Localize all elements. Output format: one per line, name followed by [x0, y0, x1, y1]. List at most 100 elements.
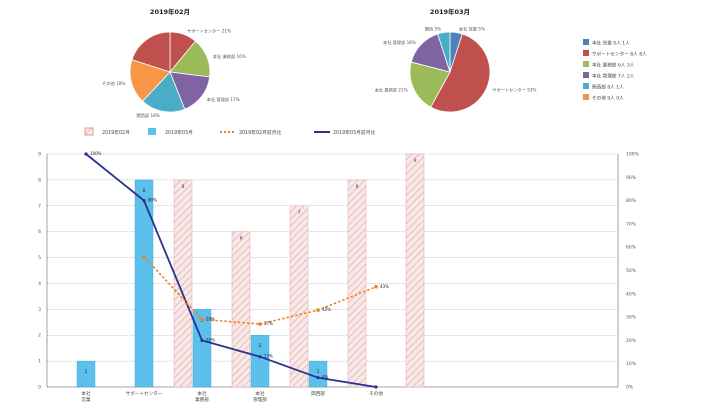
pie-slice [142, 71, 186, 113]
pie-slice-label: その他 18% [102, 80, 125, 87]
line-point [374, 285, 378, 289]
legend-label: 本社 営業 0人 1人 [592, 40, 630, 47]
bar-2019-02 [405, 153, 425, 388]
bar-label: 8 [182, 184, 185, 190]
pie-slice-label: 本社 業務部 16% [213, 53, 246, 60]
legend-swatch [148, 128, 156, 135]
bar-2019-03 [76, 360, 96, 388]
y-tick-label: 2 [38, 333, 41, 339]
bar-label: 6 [240, 236, 243, 242]
legend-swatch [583, 72, 589, 78]
y-tick-label: 8 [38, 177, 41, 183]
line-point [316, 376, 320, 380]
bar-2019-02 [347, 179, 367, 388]
line-label: 29% [206, 316, 215, 321]
y2-tick-label: 40% [626, 291, 637, 297]
bar-2019-03 [134, 179, 154, 388]
legend-label: 2019年02月 [102, 129, 130, 136]
line-point [142, 254, 146, 259]
x-tick-label: サポートセンター [126, 390, 163, 397]
line-label: 27% [264, 321, 273, 326]
y2-tick-label: 100% [626, 152, 640, 158]
line-point [200, 317, 204, 322]
line-point [316, 308, 320, 312]
y-tick-label: 6 [38, 229, 41, 235]
line-point [142, 199, 146, 203]
y2-tick-label: 10% [626, 361, 637, 367]
y2-tick-label: 70% [626, 221, 637, 227]
legend-label: サポートセンター 8人 8人 [592, 51, 647, 58]
y2-tick-label: 90% [626, 175, 637, 181]
bar-label: 1 [85, 369, 88, 375]
pie-slice-label: サポートセンター 21% [187, 28, 231, 35]
legend-label: 本社 管理部 7人 2人 [592, 73, 635, 80]
line-2019-03-ratio [85, 153, 377, 388]
legend-swatch [583, 94, 589, 100]
line-label: 100% [90, 151, 102, 156]
line-point [258, 355, 262, 359]
x-tick-label: 業務部 [195, 396, 209, 403]
line-point [84, 152, 88, 156]
bar-label: 8 [356, 184, 359, 190]
pie-slice-label: サポートセンター 53% [492, 86, 536, 93]
bar-2019-02 [289, 205, 309, 388]
bar-label: 2 [259, 343, 262, 349]
line-point [200, 338, 204, 342]
legend-label: 関西部 8人 1人 [592, 84, 624, 91]
bar-2019-03 [250, 335, 270, 388]
line-label: 43% [380, 284, 389, 289]
y-tick-label: 7 [38, 203, 41, 209]
bar-label: 1 [317, 369, 320, 375]
line-label: 13% [264, 354, 273, 359]
y2-tick-label: 30% [626, 315, 637, 321]
legend-label: 2019年02月前月比 [239, 129, 281, 136]
pie-slice-label: 本社 管理部 16% [383, 39, 416, 46]
line-label: 4% [322, 375, 329, 380]
pie-slice-label: 関西 5% [425, 27, 441, 33]
bar-label: 9 [414, 158, 417, 164]
line-label: 33% [322, 307, 331, 312]
x-tick-label: 本社 [255, 390, 265, 397]
legend-swatch [583, 83, 589, 89]
y-tick-label: 5 [38, 255, 41, 261]
x-tick-label: 関西部 [311, 390, 325, 397]
bar-2019-02 [173, 179, 193, 388]
x-tick-label: 管理部 [253, 396, 267, 403]
legend-label: 2019年03月前月比 [333, 129, 375, 136]
x-tick-label: 本社 [197, 390, 207, 397]
bar-label: 7 [298, 210, 301, 216]
bar-2019-02 [231, 231, 251, 388]
legend-label: その他 9人 0人 [592, 95, 624, 102]
pie-slice [131, 31, 171, 73]
pie-slice [430, 33, 491, 113]
y2-tick-label: 80% [626, 198, 637, 204]
y2-tick-label: 50% [626, 268, 637, 274]
legend-swatch [84, 127, 94, 136]
legend-swatch [583, 61, 589, 67]
pie-slice-label: 本社 営業 5% [459, 26, 485, 33]
x-tick-label: その他 [369, 390, 383, 397]
y-tick-label: 9 [38, 152, 41, 158]
pie-slice-label: 関西部 18% [137, 112, 160, 119]
pie-slice-label: 本社 業務部 21% [375, 86, 408, 93]
y-tick-label: 1 [38, 359, 41, 365]
line-label: 20% [206, 337, 215, 342]
line-point [374, 385, 378, 389]
y2-tick-label: 20% [626, 338, 637, 344]
pie-slice [169, 71, 211, 110]
legend-swatch [583, 39, 589, 45]
pie-slice [129, 59, 171, 102]
y-tick-label: 3 [38, 307, 41, 313]
y2-tick-label: 60% [626, 245, 637, 251]
x-tick-label: 本社 [81, 390, 91, 397]
pie-title: 2019年03月 [430, 7, 470, 16]
pie-slice [437, 31, 451, 73]
pie-title: 2019年02月 [150, 7, 190, 16]
line-point [258, 322, 262, 326]
legend-label: 本社 業務部 6人 3人 [592, 62, 635, 69]
pie-slice [409, 61, 451, 108]
legend-label: 2019年03月 [165, 129, 193, 136]
y2-tick-label: 0% [626, 385, 634, 391]
